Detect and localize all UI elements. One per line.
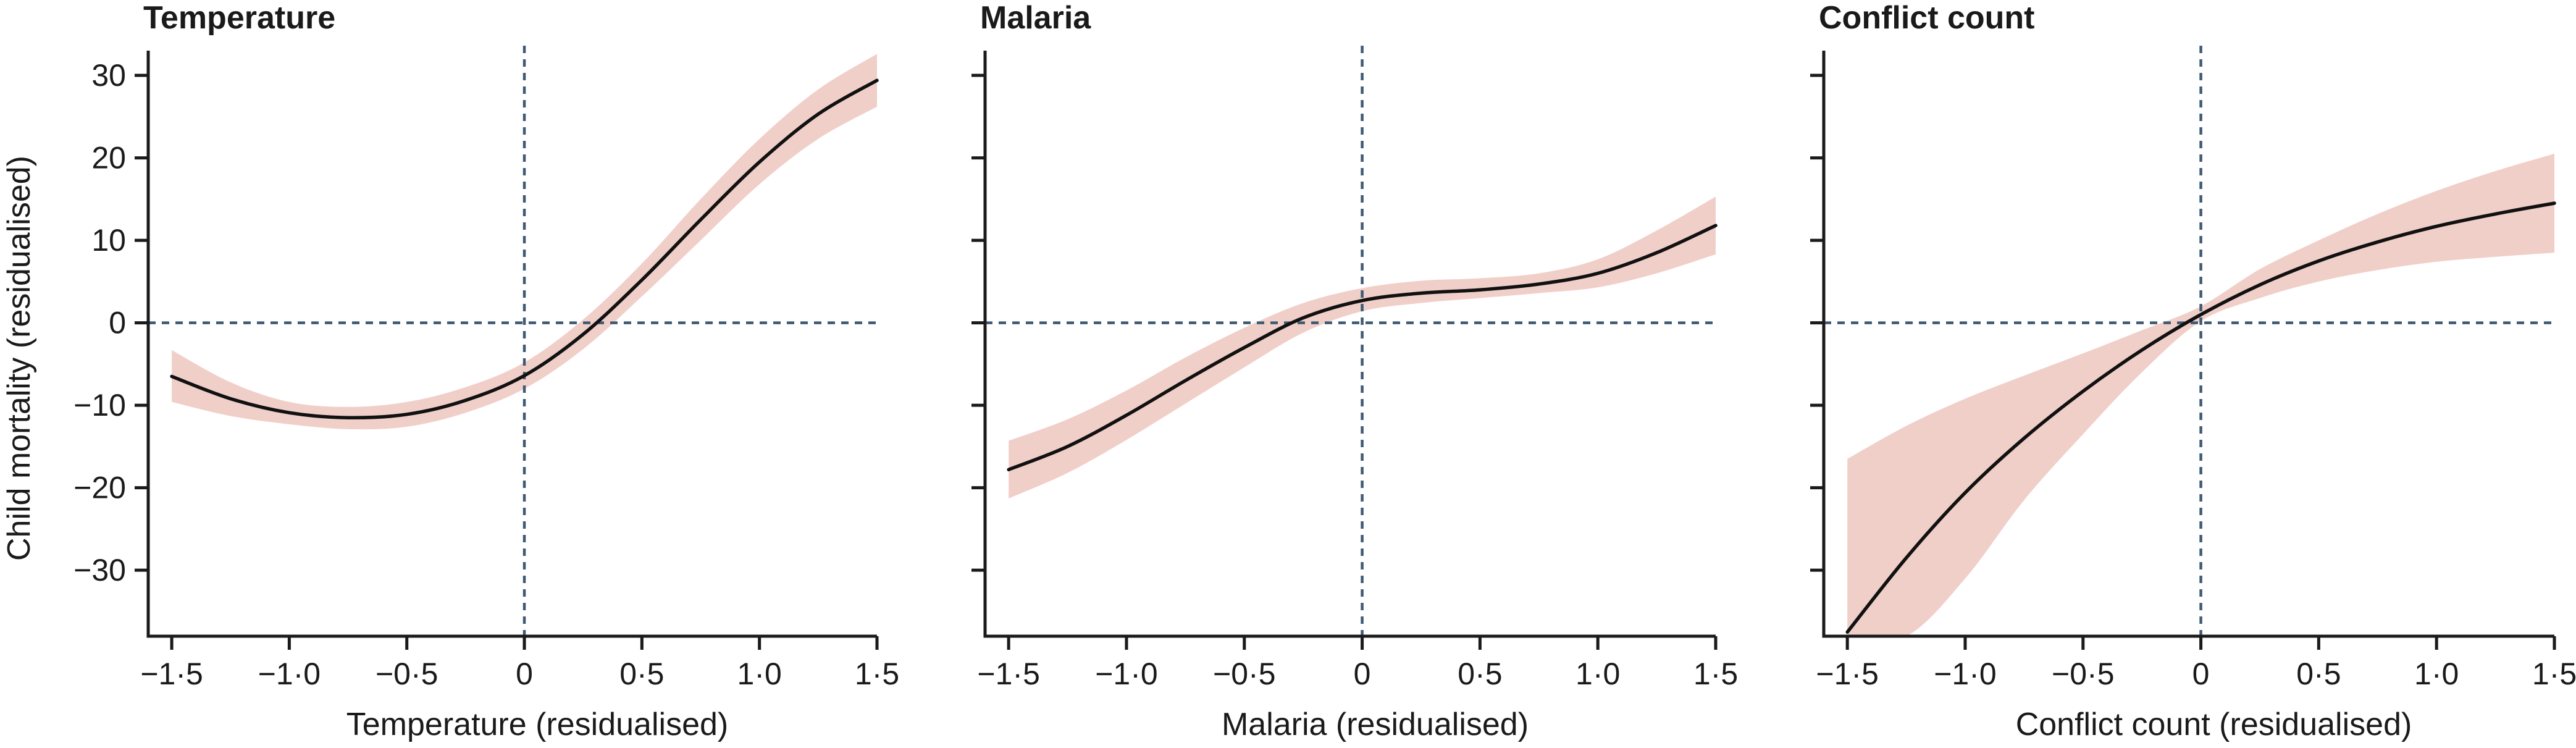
x-tick-label: 0·5 [1458,657,1502,691]
panel-1: Temperature 30 20 10 0 −10 −20 −30 −1·5 −1·0 −0·5 0… [73,0,899,742]
x-tick-label: 1·0 [1575,657,1620,691]
y-tick-label: 20 [91,141,126,175]
fitted-line [170,78,879,420]
x-tick-label: −0·5 [1213,657,1275,691]
y-tick-label: 0 [109,306,126,340]
panels: Temperature 30 20 10 0 −10 −20 −30 −1·5 −1·0 −0·5 0… [73,0,2576,742]
x-tick-label: −1·0 [1934,657,1996,691]
x-axis-label: Conflict count (residualised) [2016,707,2412,742]
y-tick-label: −20 [73,471,126,505]
panel-title: Malaria [980,0,1091,36]
x-tick-label: 1·0 [737,657,782,691]
x-tick-label: −1·0 [258,657,321,691]
x-tick-label: −1·0 [1095,657,1157,691]
panel-title: Conflict count [1819,0,2035,36]
fitted-line [1845,201,2556,634]
x-tick-label: −1·5 [1816,657,1878,691]
x-tick-label: 0 [1354,657,1371,691]
x-tick-label: 0·5 [619,657,664,691]
x-tick-label: 1·5 [855,657,899,691]
x-tick-label: −0·5 [375,657,438,691]
panel-2: Malaria −1·5 −1·0 −0·5 0 0·5 1·0 1·5 Malaria (re… [971,0,1738,742]
fitted-line [1007,224,1718,472]
x-tick-label: 0 [516,657,533,691]
x-axis-label: Malaria (residualised) [1222,707,1529,742]
panel-3: Conflict count −1·5 −1·0 −0·5 0 0·5 1·0 1·5 Conf… [1810,0,2576,742]
x-tick-label: −0·5 [2052,657,2114,691]
confidence-band [1847,153,2554,636]
x-tick-label: 1·0 [2414,657,2459,691]
x-tick-label: 1·5 [1693,657,1738,691]
panel-title: Temperature [143,0,335,36]
y-tick-label: 10 [91,223,126,258]
x-tick-label: −1·5 [140,657,203,691]
y-tick-label: −10 [73,388,126,422]
y-tick-label: 30 [91,58,126,93]
x-tick-label: 0 [2192,657,2210,691]
y-axis-label: Child mortality (residualised) [1,156,37,561]
x-axis-label: Temperature (residualised) [346,707,729,742]
x-tick-label: −1·5 [977,657,1039,691]
confidence-band [172,54,878,430]
x-tick-label: 1·5 [2532,657,2576,691]
x-tick-label: 0·5 [2296,657,2341,691]
y-tick-label: −30 [73,553,126,587]
